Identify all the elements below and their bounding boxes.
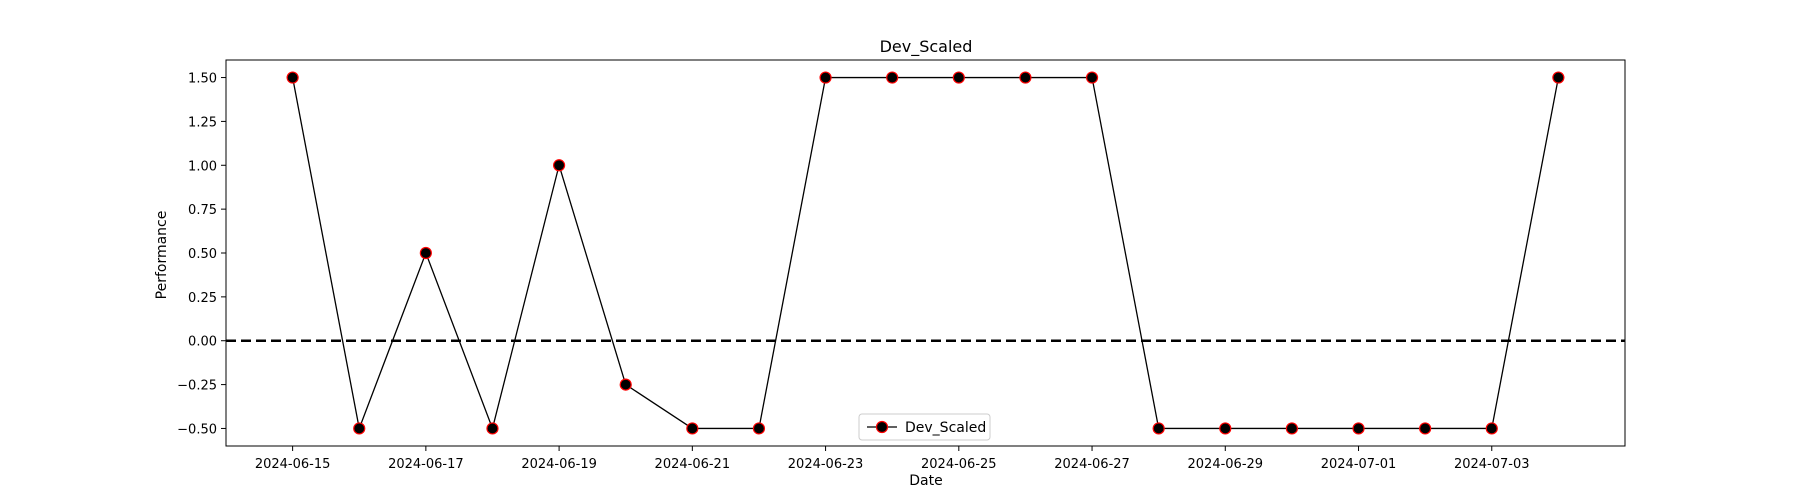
x-tick-label: 2024-07-03 — [1454, 457, 1530, 472]
series-line-dev-scaled — [291, 76, 1560, 431]
y-tick-label: 0.00 — [188, 335, 217, 350]
x-axis-label: Date — [909, 473, 942, 489]
y-axis-ticks: 1.50 1.25 1.00 0.75 0.50 0.25 0.00 −0.25 −0.50 — [177, 72, 226, 437]
data-point — [1219, 422, 1232, 435]
x-tick-label: 2024-06-29 — [1188, 457, 1264, 472]
x-tick-label: 2024-06-23 — [788, 457, 864, 472]
y-tick-label: 0.25 — [188, 291, 217, 306]
chart-title: Dev_Scaled — [880, 37, 973, 57]
y-tick-label: 1.00 — [188, 159, 217, 174]
plot-frame — [225, 59, 1626, 447]
data-point — [353, 422, 366, 435]
data-point — [1152, 422, 1165, 435]
legend-box — [858, 413, 991, 441]
x-tick-label: 2024-06-27 — [1054, 457, 1130, 472]
data-point — [752, 422, 766, 435]
data-point — [1085, 71, 1099, 84]
y-tick-label: −0.50 — [177, 422, 217, 437]
legend: Dev_Scaled — [858, 413, 991, 441]
legend-marker-sample — [875, 420, 889, 434]
data-point — [819, 71, 832, 84]
data-point — [619, 378, 632, 391]
data-point — [286, 71, 299, 84]
data-point — [1552, 71, 1565, 84]
y-axis-label: Performance — [154, 211, 170, 300]
x-tick-label: 2024-06-17 — [388, 457, 464, 472]
y-tick-label: −0.25 — [177, 379, 217, 394]
y-tick-label: 0.50 — [188, 247, 217, 262]
y-tick-label: 1.50 — [188, 72, 217, 87]
data-point — [1352, 422, 1365, 435]
data-point — [686, 422, 699, 435]
data-point — [552, 159, 566, 172]
x-tick-label: 2024-06-25 — [921, 457, 997, 472]
plot-area — [226, 60, 1625, 446]
x-tick-label: 2024-06-19 — [521, 457, 597, 472]
x-tick-label: 2024-06-21 — [655, 457, 731, 472]
x-tick-label: 2024-06-15 — [255, 457, 331, 472]
data-point — [1019, 71, 1032, 84]
y-tick-label: 1.25 — [188, 115, 217, 130]
data-point — [486, 422, 499, 435]
data-point — [1419, 422, 1432, 435]
data-point — [886, 71, 899, 84]
series-markers — [286, 71, 1565, 435]
data-point — [1285, 422, 1299, 435]
x-tick-label: 2024-07-01 — [1321, 457, 1397, 472]
data-point — [952, 71, 965, 84]
y-tick-label: 0.75 — [188, 203, 217, 218]
data-point — [1485, 422, 1498, 435]
x-axis-ticks: 2024-06-15 2024-06-17 2024-06-19 2024-06-21… — [255, 446, 1530, 472]
legend-label: Dev_Scaled — [905, 420, 986, 436]
data-point — [419, 246, 432, 260]
